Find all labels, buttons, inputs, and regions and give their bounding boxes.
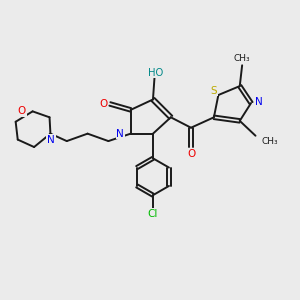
Text: Cl: Cl: [148, 209, 158, 219]
Text: O: O: [99, 99, 107, 109]
Text: N: N: [116, 129, 124, 139]
Text: O: O: [18, 106, 26, 116]
Text: N: N: [47, 135, 55, 145]
Text: O: O: [187, 148, 195, 159]
Text: HO: HO: [148, 68, 164, 78]
Text: N: N: [255, 97, 262, 106]
Text: CH₃: CH₃: [262, 136, 278, 146]
Text: CH₃: CH₃: [234, 54, 250, 63]
Text: S: S: [211, 85, 217, 96]
